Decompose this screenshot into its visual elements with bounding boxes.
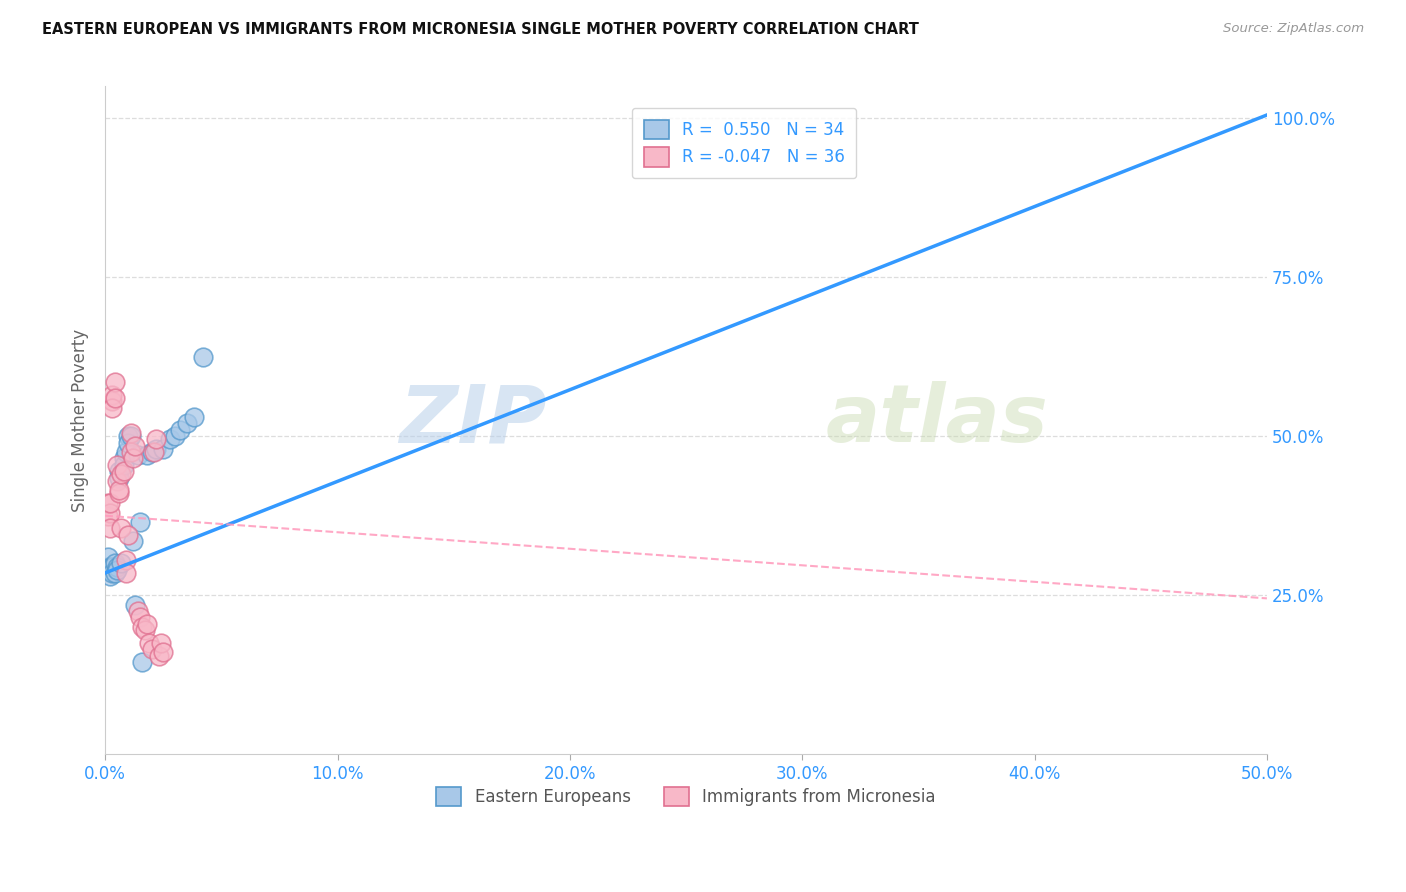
Point (96, 508, 118, 523)
Point (108, 470, 131, 484)
Point (129, 515, 152, 529)
Point (124, 598, 146, 612)
Point (143, 445, 166, 459)
Point (105, 563, 128, 577)
Legend: Eastern Europeans, Immigrants from Micronesia: Eastern Europeans, Immigrants from Micro… (430, 780, 942, 813)
Point (108, 464, 131, 478)
Point (98, 521, 121, 535)
Point (122, 534, 145, 549)
Point (96, 496, 118, 510)
Point (98, 496, 121, 510)
Point (101, 559, 124, 574)
Point (127, 448, 149, 462)
Point (124, 439, 146, 453)
Point (101, 566, 124, 580)
Point (152, 645, 174, 659)
Point (110, 521, 132, 535)
Point (96, 559, 118, 574)
Point (131, 655, 153, 669)
Point (103, 391, 125, 405)
Point (136, 616, 159, 631)
Y-axis label: Single Mother Poverty: Single Mother Poverty (72, 329, 89, 512)
Point (117, 435, 139, 450)
Point (141, 445, 163, 459)
Point (152, 442, 174, 456)
Point (169, 423, 191, 437)
Point (98, 506, 121, 520)
Text: Source: ZipAtlas.com: Source: ZipAtlas.com (1223, 22, 1364, 36)
Point (117, 528, 139, 542)
Point (112, 458, 135, 472)
Point (110, 557, 132, 571)
Point (115, 553, 138, 567)
Point (108, 486, 131, 500)
Point (101, 388, 124, 402)
Point (98, 559, 121, 574)
Point (101, 401, 124, 415)
Point (105, 458, 128, 472)
Point (159, 433, 181, 447)
Point (103, 557, 125, 571)
Point (117, 429, 139, 443)
Point (96, 549, 118, 564)
Point (105, 474, 128, 488)
Text: atlas: atlas (825, 381, 1049, 459)
Point (103, 566, 125, 580)
Point (145, 442, 167, 456)
Point (108, 483, 131, 498)
Point (136, 448, 159, 462)
Point (110, 467, 132, 482)
Point (163, 429, 186, 443)
Point (131, 620, 153, 634)
Point (112, 464, 135, 478)
Point (149, 636, 172, 650)
Point (129, 610, 152, 624)
Point (120, 429, 142, 443)
Point (122, 451, 145, 466)
Point (105, 559, 128, 574)
Point (120, 425, 142, 440)
Point (148, 648, 170, 663)
Point (141, 642, 163, 657)
Text: EASTERN EUROPEAN VS IMMIGRANTS FROM MICRONESIA SINGLE MOTHER POVERTY CORRELATION: EASTERN EUROPEAN VS IMMIGRANTS FROM MICR… (42, 22, 920, 37)
Point (103, 375, 125, 389)
Point (115, 445, 138, 459)
Point (138, 636, 160, 650)
Text: ZIP: ZIP (399, 381, 547, 459)
Point (120, 445, 142, 459)
Point (112, 451, 135, 466)
Point (98, 569, 121, 583)
Point (127, 604, 149, 618)
Point (176, 417, 198, 431)
Point (183, 410, 205, 425)
Point (101, 394, 124, 409)
Point (145, 433, 167, 447)
Point (115, 566, 138, 580)
Point (191, 350, 214, 364)
Point (134, 623, 156, 637)
